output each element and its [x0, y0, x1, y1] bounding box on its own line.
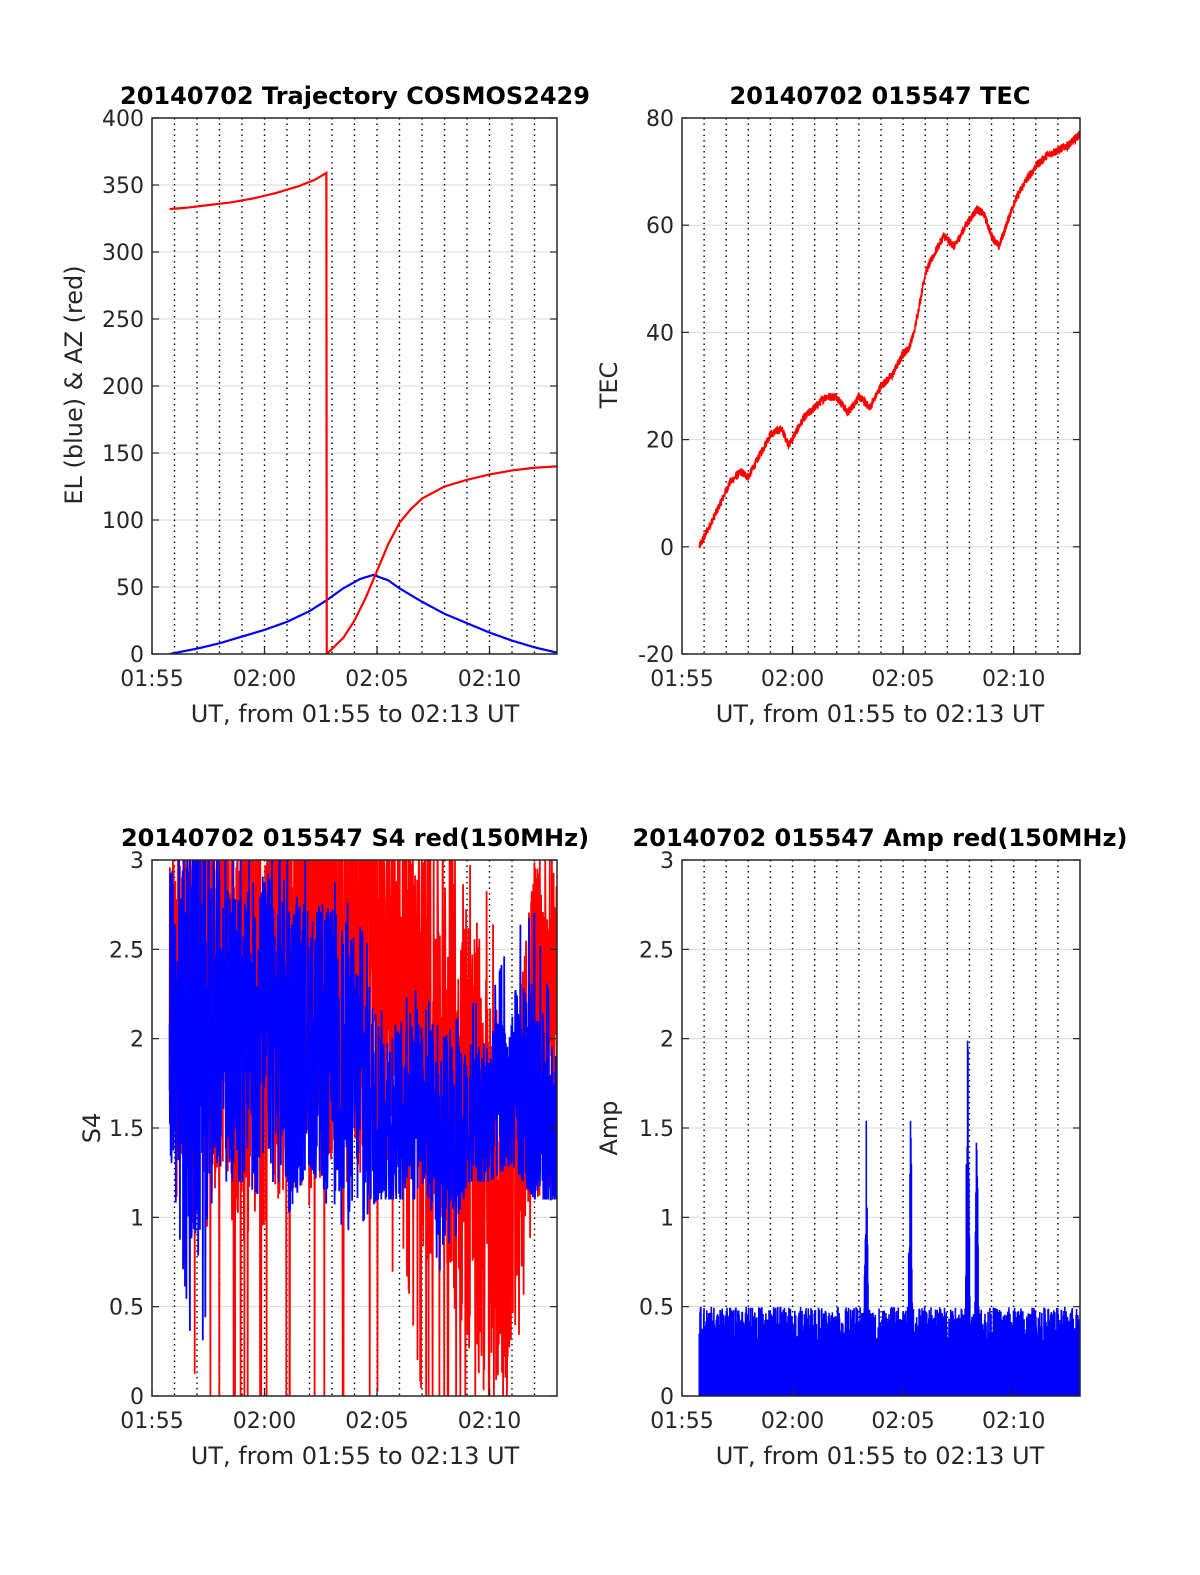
chart-title: 20140702 Trajectory COSMOS2429: [120, 82, 590, 110]
s4-panel: 20140702 015547 S4 red(150MHz) S4 UT, fr…: [78, 824, 589, 1470]
y-tick-label: 60: [646, 214, 674, 239]
y-axis-label: Amp: [595, 1100, 623, 1155]
y-tick-label: 2.5: [639, 938, 674, 963]
chart-title: 20140702 015547 S4 red(150MHz): [121, 824, 589, 852]
y-tick-label: 1.5: [109, 1117, 144, 1142]
series-line-tec: [698, 130, 1080, 549]
y-tick-label: 50: [116, 576, 144, 601]
x-tick-label: 02:10: [982, 1409, 1045, 1434]
y-axis-label: S4: [78, 1113, 106, 1144]
x-axis-label: UT, from 01:55 to 02:13 UT: [191, 1442, 520, 1470]
series-line-az: [169, 171, 557, 654]
y-tick-label: 2: [660, 1028, 674, 1053]
x-axis-label: UT, from 01:55 to 02:13 UT: [716, 1442, 1045, 1470]
y-tick-label: 400: [102, 107, 144, 132]
y-tick-label: 3: [660, 849, 674, 874]
y-tick-label: 2: [130, 1028, 144, 1053]
y-tick-label: 250: [102, 308, 144, 333]
x-tick-label: 02:05: [871, 1409, 934, 1434]
y-tick-label: 0: [130, 643, 144, 668]
y-tick-label: 1.5: [639, 1117, 674, 1142]
y-tick-label: 1: [130, 1206, 144, 1231]
plot-area: [168, 860, 557, 1396]
y-axis-label: EL (blue) & AZ (red): [60, 265, 88, 504]
y-tick-label: 2.5: [109, 938, 144, 963]
plot-area: [169, 171, 557, 654]
y-tick-label: 100: [102, 509, 144, 534]
chart-title: 20140702 015547 Amp red(150MHz): [633, 824, 1128, 852]
x-tick-label: 02:00: [233, 667, 296, 692]
plot-area: [698, 1040, 1080, 1396]
y-tick-label: 0: [130, 1385, 144, 1410]
x-tick-label: 01:55: [650, 667, 713, 692]
x-tick-label: 02:10: [982, 667, 1045, 692]
y-tick-label: 20: [646, 429, 674, 454]
x-tick-label: 01:55: [120, 667, 183, 692]
trajectory-panel: 20140702 Trajectory COSMOS2429 EL (blue)…: [60, 82, 590, 728]
y-tick-label: 0.5: [109, 1296, 144, 1321]
series-line-el: [169, 573, 557, 654]
tec-panel: 20140702 015547 TEC TEC UT, from 01:55 t…: [595, 82, 1081, 728]
series-bars-amp: [698, 1040, 1080, 1396]
y-tick-label: -20: [638, 643, 674, 668]
x-axis-label: UT, from 01:55 to 02:13 UT: [716, 700, 1045, 728]
x-tick-label: 02:10: [458, 667, 521, 692]
amp-panel: 20140702 015547 Amp red(150MHz) Amp UT, …: [595, 824, 1127, 1470]
x-tick-label: 02:00: [233, 1409, 296, 1434]
y-tick-label: 350: [102, 174, 144, 199]
y-tick-label: 200: [102, 375, 144, 400]
y-tick-label: 0: [660, 1385, 674, 1410]
y-axis-label: TEC: [595, 362, 623, 410]
y-tick-label: 40: [646, 321, 674, 346]
y-tick-label: 150: [102, 442, 144, 467]
x-tick-label: 02:05: [345, 667, 408, 692]
y-tick-label: 300: [102, 241, 144, 266]
y-tick-label: 0.5: [639, 1296, 674, 1321]
y-tick-label: 0: [660, 536, 674, 561]
x-axis-label: UT, from 01:55 to 02:13 UT: [191, 700, 520, 728]
x-tick-label: 02:05: [871, 667, 934, 692]
plot-area: [698, 130, 1080, 549]
x-tick-label: 02:00: [761, 1409, 824, 1434]
x-tick-label: 02:00: [761, 667, 824, 692]
x-tick-label: 02:05: [345, 1409, 408, 1434]
series-line-s4-blue: [168, 860, 557, 1341]
x-tick-label: 02:10: [458, 1409, 521, 1434]
axes-box: [681, 117, 1081, 655]
x-tick-label: 01:55: [650, 1409, 713, 1434]
y-tick-label: 3: [130, 849, 144, 874]
y-tick-label: 1: [660, 1206, 674, 1231]
y-tick-label: 80: [646, 107, 674, 132]
x-tick-label: 01:55: [120, 1409, 183, 1434]
chart-title: 20140702 015547 TEC: [730, 82, 1031, 110]
